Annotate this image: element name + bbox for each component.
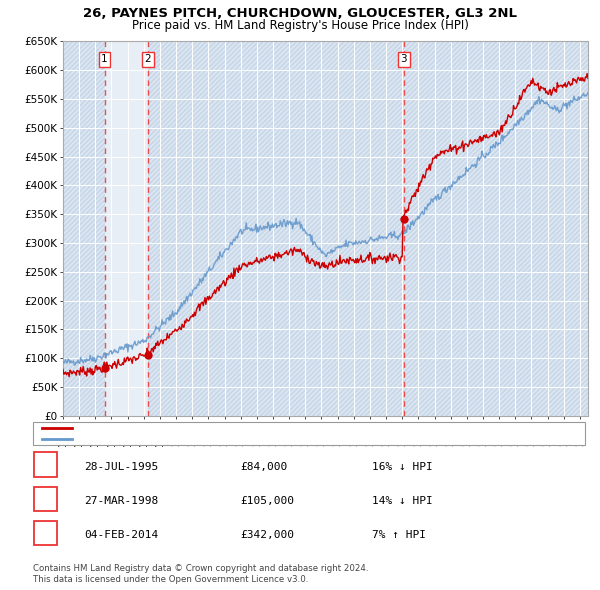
Text: £342,000: £342,000 (240, 530, 294, 540)
Text: This data is licensed under the Open Government Licence v3.0.: This data is licensed under the Open Gov… (33, 575, 308, 584)
Text: 3: 3 (42, 528, 49, 538)
FancyBboxPatch shape (34, 453, 58, 477)
Text: £105,000: £105,000 (240, 496, 294, 506)
Text: 16% ↓ HPI: 16% ↓ HPI (372, 462, 433, 471)
Text: £84,000: £84,000 (240, 462, 287, 471)
Bar (104, 41, 148, 416)
Bar (63, 41, 104, 416)
Text: 2: 2 (145, 54, 151, 64)
Text: 2: 2 (42, 494, 49, 504)
Text: 1: 1 (42, 460, 49, 470)
Bar (148, 41, 404, 416)
Text: 1: 1 (101, 54, 108, 64)
Text: Contains HM Land Registry data © Crown copyright and database right 2024.: Contains HM Land Registry data © Crown c… (33, 565, 368, 573)
Text: 26, PAYNES PITCH, CHURCHDOWN, GLOUCESTER, GL3 2NL (detached house): 26, PAYNES PITCH, CHURCHDOWN, GLOUCESTER… (78, 424, 453, 434)
Text: 04-FEB-2014: 04-FEB-2014 (84, 530, 158, 540)
Text: 28-JUL-1995: 28-JUL-1995 (84, 462, 158, 471)
Text: Price paid vs. HM Land Registry's House Price Index (HPI): Price paid vs. HM Land Registry's House … (131, 19, 469, 32)
Bar (404, 41, 588, 416)
FancyBboxPatch shape (34, 487, 58, 511)
Text: 26, PAYNES PITCH, CHURCHDOWN, GLOUCESTER, GL3 2NL: 26, PAYNES PITCH, CHURCHDOWN, GLOUCESTER… (83, 7, 517, 20)
Text: 7% ↑ HPI: 7% ↑ HPI (372, 530, 426, 540)
Text: 27-MAR-1998: 27-MAR-1998 (84, 496, 158, 506)
Text: HPI: Average price, detached house, Tewkesbury: HPI: Average price, detached house, Tewk… (78, 434, 316, 444)
Text: 3: 3 (400, 54, 407, 64)
Text: 14% ↓ HPI: 14% ↓ HPI (372, 496, 433, 506)
FancyBboxPatch shape (34, 521, 58, 545)
